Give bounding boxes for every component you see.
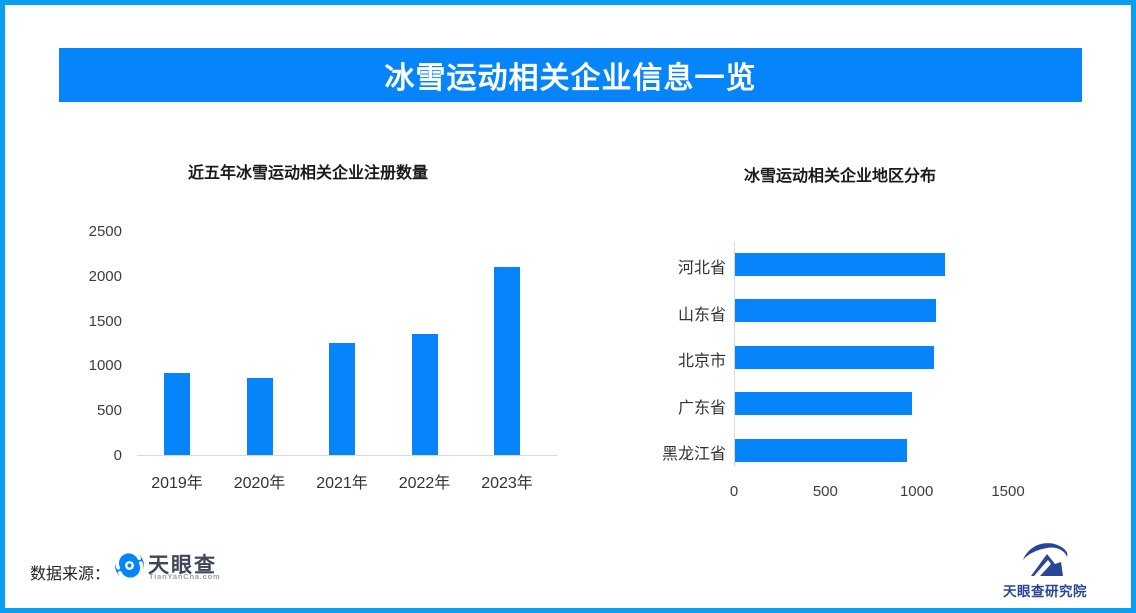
x-axis-category-label: 2022年	[398, 475, 451, 492]
tianyancha-logo-text: 天眼查	[148, 554, 217, 577]
bar-河北省	[735, 252, 945, 276]
y-axis-tick-label: 500	[96, 402, 122, 420]
header-banner: 冰雪运动相关企业信息一览	[59, 48, 1082, 102]
page-title: 冰雪运动相关企业信息一览	[384, 62, 757, 95]
bar-2021年	[329, 343, 355, 455]
y-axis-category-label: 河北省	[677, 260, 726, 277]
x-axis-category-label: 2020年	[233, 475, 286, 492]
y-axis-tick-label: 1500	[88, 312, 122, 330]
x-axis-category-label: 2019年	[151, 475, 203, 492]
region-chart-title: 冰雪运动相关企业地区分布	[743, 168, 936, 185]
bar-2020年	[246, 378, 273, 455]
y-axis-tick-label: 0	[113, 447, 122, 464]
institute-mountain-swoosh-icon	[1023, 543, 1068, 576]
x-axis-tick-label: 1500	[991, 483, 1025, 500]
bar-广东省	[735, 392, 912, 415]
y-axis-tick-label: 1000	[88, 357, 122, 375]
y-axis-tick-label: 2000	[88, 267, 122, 285]
y-axis-tick-label: 2500	[88, 223, 122, 240]
bar-2019年	[164, 373, 190, 455]
bar-2022年	[411, 334, 438, 455]
bar-北京市	[735, 345, 934, 369]
bar-黑龙江省	[735, 438, 907, 462]
y-axis-category-label: 黑龙江省	[661, 446, 726, 463]
institute-logo: 天眼查研究院	[997, 540, 1093, 599]
x-axis-tick-label: 1000	[899, 483, 934, 500]
y-axis-category-label: 北京市	[677, 353, 726, 370]
tianyancha-logo-subtext: TianYanCha.com	[149, 572, 221, 581]
bar-山东省	[735, 299, 936, 322]
x-axis-tick-label: 0	[729, 483, 739, 500]
x-axis-tick-label: 500	[812, 483, 838, 500]
y-axis-category-label: 广东省	[677, 399, 726, 417]
data-source-label: 数据来源：	[30, 566, 111, 583]
bar-2023年	[494, 267, 520, 455]
institute-logo-text: 天眼查研究院	[1003, 584, 1087, 599]
y-axis-line	[734, 241, 735, 467]
x-axis-category-label: 2023年	[481, 475, 533, 492]
x-axis-line	[137, 455, 557, 456]
y-axis-category-label: 山东省	[677, 306, 726, 324]
tianyancha-logo: 天眼查 TianYanCha.com	[115, 549, 245, 585]
registration-chart-title: 近五年冰雪运动相关企业注册数量	[187, 165, 428, 182]
tianyancha-eye-icon	[115, 551, 144, 580]
x-axis-category-label: 2021年	[316, 475, 368, 492]
